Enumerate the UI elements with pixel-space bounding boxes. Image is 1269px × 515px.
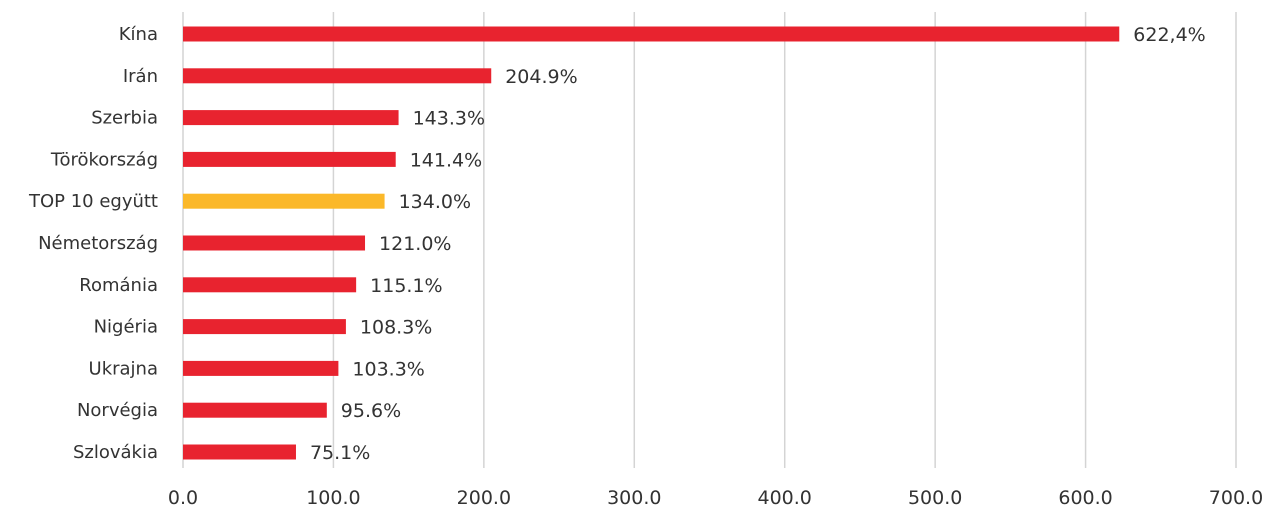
category-label: Szlovákia (73, 442, 158, 463)
bar (183, 319, 346, 335)
bar (183, 444, 296, 460)
data-label: 141.4% (410, 149, 482, 171)
data-label: 622,4% (1133, 24, 1205, 46)
bar (183, 360, 339, 376)
category-label: Törökország (50, 149, 158, 170)
x-tick-label: 600.0 (1058, 487, 1112, 509)
category-label: Ukrajna (89, 358, 158, 379)
x-tick-label: 700.0 (1209, 487, 1263, 509)
bar (183, 68, 492, 84)
x-tick-label: 500.0 (908, 487, 962, 509)
category-label: Szerbia (91, 108, 158, 129)
data-label: 204.9% (505, 66, 577, 88)
x-tick-label: 0.0 (168, 487, 198, 509)
x-tick-label: 300.0 (607, 487, 661, 509)
bar (183, 235, 366, 251)
bar (183, 110, 399, 126)
data-label: 95.6% (341, 400, 401, 422)
data-label: 75.1% (310, 442, 370, 464)
x-axis-tick-labels: 0.0 100.0 200.0 300.0 400.0 500.0 600.0 700.0 (168, 487, 1263, 509)
data-label: 108.3% (360, 317, 432, 339)
category-label: TOP 10 együtt (28, 191, 158, 212)
category-label: Nigéria (94, 317, 158, 338)
category-label: Románia (79, 275, 158, 296)
data-label: 143.3% (413, 108, 485, 130)
gridlines (182, 12, 1237, 468)
category-label: Irán (123, 66, 158, 87)
x-tick-label: 100.0 (306, 487, 360, 509)
data-label: 134.0% (399, 191, 471, 213)
category-label: Norvégia (77, 400, 158, 421)
bar (183, 277, 357, 293)
category-label: Kína (119, 24, 158, 45)
data-label: 121.0% (379, 233, 451, 255)
bar (183, 402, 327, 418)
x-tick-label: 400.0 (758, 487, 812, 509)
bar (183, 26, 1120, 42)
data-label: 103.3% (352, 358, 424, 380)
category-labels: Kína Irán Szerbia Törökország TOP 10 együtt N… (28, 24, 158, 463)
value-labels: 622,4% 204.9% 143.3% 141.4% 134.0% 121.0% 115.… (310, 24, 1206, 464)
bar (183, 151, 396, 167)
data-label: 115.1% (370, 275, 442, 297)
bar (183, 193, 385, 209)
x-tick-label: 200.0 (457, 487, 511, 509)
category-label: Németország (38, 233, 158, 254)
bars (183, 26, 1120, 460)
